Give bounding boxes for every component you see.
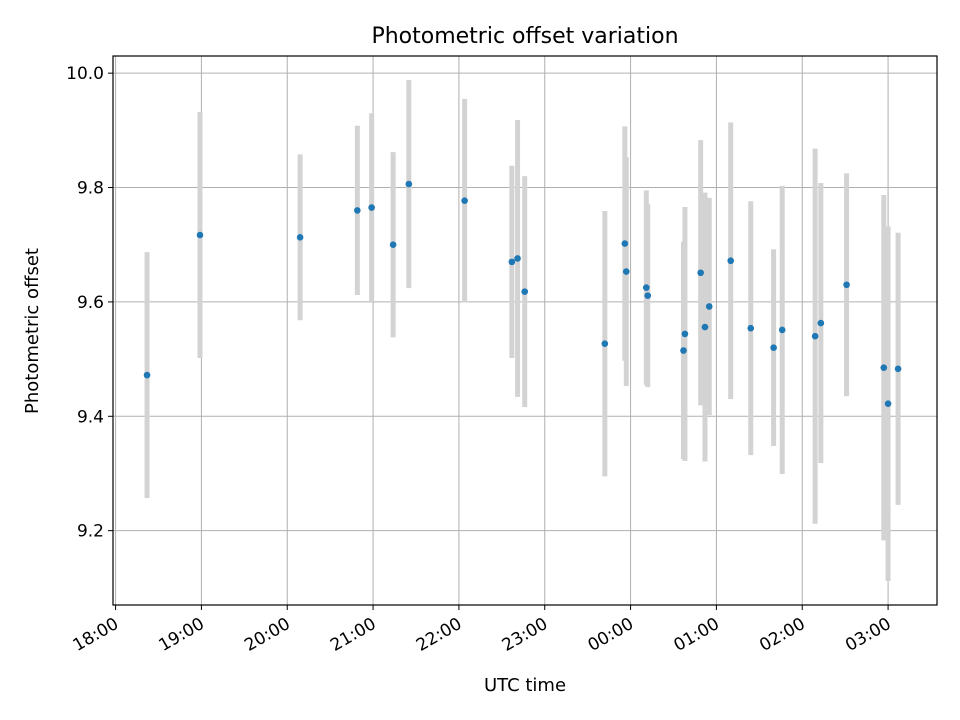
data-point: [368, 204, 375, 211]
data-point: [643, 284, 650, 291]
data-point: [884, 400, 892, 408]
data-point: [705, 303, 713, 310]
data-point: [697, 269, 704, 277]
data-point: [621, 240, 629, 247]
data-point: [681, 330, 689, 338]
data-point: [747, 324, 755, 332]
data-point: [680, 347, 687, 354]
y-tick-label: 10.0: [66, 64, 104, 84]
data-point: [778, 326, 786, 334]
data-point: [296, 233, 304, 241]
y-tick-label: 9.6: [77, 293, 104, 313]
data-point: [644, 292, 652, 299]
data-point: [622, 268, 630, 275]
data-point: [817, 319, 825, 327]
data-point: [894, 365, 902, 373]
data-point: [701, 323, 709, 331]
data-point: [405, 180, 413, 188]
data-point: [508, 258, 516, 266]
x-axis-label: UTC time: [484, 675, 566, 696]
data-point: [601, 340, 609, 347]
data-point: [354, 207, 361, 214]
y-tick-label: 9.8: [77, 179, 104, 199]
data-point: [880, 364, 888, 371]
plot-frame: [112, 55, 938, 606]
data-point: [521, 288, 529, 295]
data-point: [727, 257, 735, 265]
data-point: [514, 255, 521, 262]
data-point: [143, 371, 151, 379]
data-point: [843, 281, 850, 289]
y-axis: 9.2 9.4 9.6 9.8 10.0: [66, 64, 113, 542]
chart-title: Photometric offset variation: [371, 24, 678, 49]
y-tick-label: 9.4: [77, 407, 104, 427]
y-tick-label: 9.2: [77, 522, 104, 542]
y-axis-label: Photometric offset: [22, 248, 43, 414]
data-points: [143, 180, 902, 408]
data-point: [196, 231, 204, 239]
data-point: [770, 344, 777, 351]
data-point: [811, 332, 819, 340]
data-point: [461, 197, 468, 204]
data-point: [389, 241, 397, 249]
